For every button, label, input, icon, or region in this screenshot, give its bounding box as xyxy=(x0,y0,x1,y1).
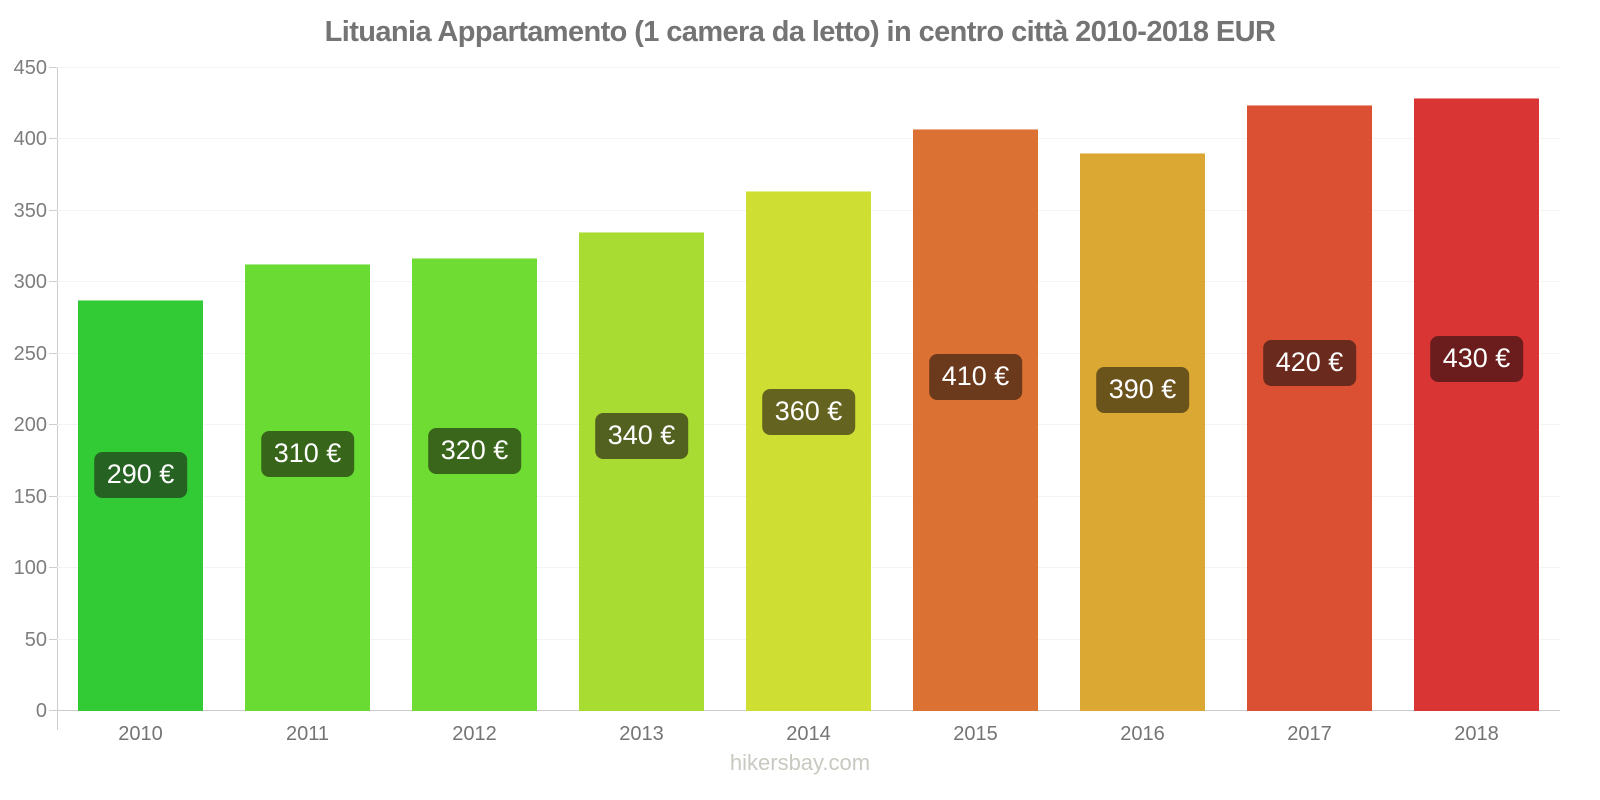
y-axis-line xyxy=(57,68,58,730)
x-tick-label-2012: 2012 xyxy=(452,723,497,745)
bar-2015[interactable]: 410 € xyxy=(913,129,1038,711)
x-tick-label-2018: 2018 xyxy=(1454,723,1499,745)
chart-title: Lituania Appartamento (1 camera da letto… xyxy=(324,16,1276,48)
bar-value-badge-2017: 420 € xyxy=(1262,340,1357,386)
bar-value-badge-2016: 390 € xyxy=(1095,367,1190,413)
plot-area: 0 50 100 150 200 250 300 350 400 450 290 € 2010 310 … xyxy=(14,58,1560,745)
bar-value-badge-2012: 320 € xyxy=(427,428,522,474)
bar-2011[interactable]: 310 € xyxy=(245,264,370,711)
y-tick-label-300: 300 xyxy=(13,271,47,294)
x-tick-label-2013: 2013 xyxy=(619,723,664,745)
bar-2013[interactable]: 340 € xyxy=(579,232,704,711)
y-tick-mark-200 xyxy=(49,424,57,426)
gridline-400 xyxy=(57,138,1560,140)
bar-2012[interactable]: 320 € xyxy=(412,258,537,711)
bar-2016[interactable]: 390 € xyxy=(1080,153,1205,711)
bar-value-badge-2014: 360 € xyxy=(761,389,856,435)
bar-2017[interactable]: 420 € xyxy=(1247,105,1372,711)
y-tick-label-400: 400 xyxy=(13,128,47,151)
y-tick-label-150: 150 xyxy=(13,485,47,508)
y-tick-mark-450 xyxy=(49,67,57,68)
y-tick-label-450: 450 xyxy=(13,57,47,79)
x-tick-label-2010: 2010 xyxy=(118,723,163,745)
x-tick-label-2017: 2017 xyxy=(1287,723,1332,745)
x-tick-label-2014: 2014 xyxy=(786,723,831,745)
gridline-450 xyxy=(57,67,1560,68)
y-tick-mark-100 xyxy=(49,567,57,569)
bar-value-badge-2010: 290 € xyxy=(93,452,188,498)
bar-value-badge-2013: 340 € xyxy=(594,413,689,459)
watermark-text: hikersbay.com xyxy=(729,750,871,775)
y-tick-mark-350 xyxy=(49,209,57,211)
x-tick-label-2011: 2011 xyxy=(285,723,330,745)
y-tick-label-0: 0 xyxy=(35,700,47,722)
y-tick-mark-250 xyxy=(49,352,57,354)
y-tick-label-250: 250 xyxy=(13,342,47,365)
bar-value-badge-2018: 430 € xyxy=(1429,336,1524,382)
y-tick-label-100: 100 xyxy=(13,557,47,580)
x-tick-label-2015: 2015 xyxy=(953,723,998,745)
y-tick-mark-300 xyxy=(49,281,57,283)
y-tick-mark-400 xyxy=(49,138,57,140)
y-tick-label-200: 200 xyxy=(13,414,47,437)
y-tick-label-350: 350 xyxy=(13,199,47,222)
bar-2010[interactable]: 290 € xyxy=(78,300,203,711)
bar-value-badge-2015: 410 € xyxy=(928,354,1023,400)
y-tick-label-50: 50 xyxy=(24,628,47,651)
x-tick-label-2016: 2016 xyxy=(1120,723,1165,745)
bar-2018[interactable]: 430 € xyxy=(1414,98,1539,711)
bar-2014[interactable]: 360 € xyxy=(746,190,871,711)
bar-value-badge-2011: 310 € xyxy=(260,431,355,477)
y-tick-mark-50 xyxy=(49,638,57,640)
y-tick-mark-150 xyxy=(49,495,57,497)
y-tick-mark-0 xyxy=(49,710,57,711)
